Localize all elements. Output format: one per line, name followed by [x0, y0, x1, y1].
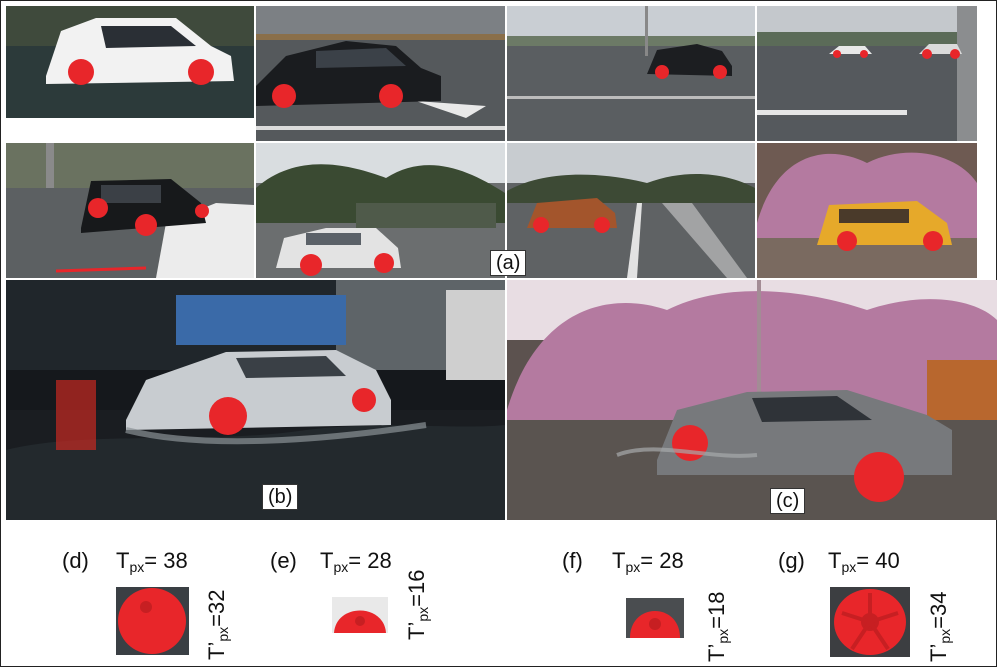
crop-g-t-value: Tpx= 40 — [828, 548, 900, 575]
photo-a2-black-sedan-rain — [256, 6, 505, 141]
photo-a6-white-suv-trees — [256, 143, 505, 278]
crop-d-tprime-value: T’px=32 — [204, 589, 231, 660]
panel-label-b: (b) — [262, 484, 299, 510]
photo-a1-white-hatchback-flood — [6, 6, 254, 141]
crop-f-t-value: Tpx= 28 — [612, 548, 684, 575]
photo-a5-black-suv — [6, 143, 254, 278]
panel-label-c: (c) — [770, 488, 806, 514]
photo-a4-cars-wide-road — [757, 6, 977, 141]
crop-e-id: (e) — [270, 548, 297, 573]
crop-g-tprime-value: T’px=34 — [926, 591, 953, 662]
photo-c-grey-sedan-puddle-infrared — [507, 280, 997, 520]
crop-e-t-value: Tpx= 28 — [320, 548, 392, 575]
crop-d-t-value: Tpx= 38 — [116, 548, 188, 575]
photo-a7-orange-suv-crosswalk — [507, 143, 755, 278]
photo-a3-dark-hatchback-street — [507, 6, 755, 141]
photo-b-white-sedan-night-flood — [6, 280, 505, 520]
crop-g-wheel-image — [830, 587, 910, 657]
crop-e-tprime-value: T’px=16 — [404, 569, 431, 640]
panel-label-a: (a) — [490, 250, 527, 276]
crop-d-wheel-image — [116, 587, 189, 655]
crop-f-tprime-value: T’px=18 — [704, 591, 731, 662]
crop-f-id: (f) — [562, 548, 583, 573]
photo-a8-yellow-minivan-infrared — [757, 143, 977, 278]
crop-g-id: (g) — [778, 548, 805, 573]
crop-f-wheel-image — [626, 598, 684, 638]
crop-e-wheel-image — [332, 597, 388, 633]
crop-d-id: (d) — [62, 548, 89, 573]
